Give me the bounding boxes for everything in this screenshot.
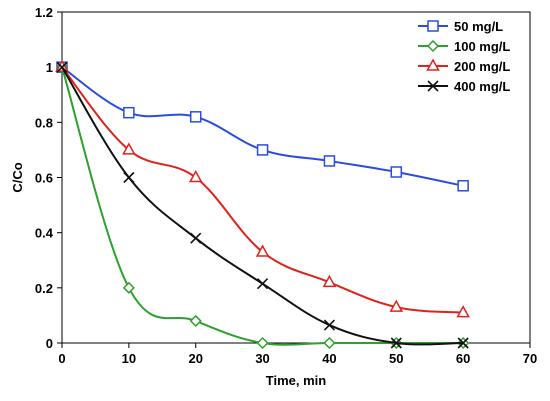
legend-label: 400 mg/L <box>454 79 510 94</box>
x-tick-label: 50 <box>389 351 403 366</box>
data-point-50-mg-l <box>457 180 469 192</box>
data-point-200-mg-l <box>188 169 203 183</box>
data-point-400-mg-l <box>390 337 402 349</box>
legend-label: 100 mg/L <box>454 39 510 54</box>
x-tick-label: 20 <box>188 351 202 366</box>
series-50-mg-l <box>56 61 469 192</box>
x-axis-title: Time, min <box>266 373 327 388</box>
data-point-100-mg-l <box>256 336 269 350</box>
x-tick-label: 0 <box>58 351 65 366</box>
y-tick-label: 0.4 <box>35 226 54 241</box>
data-point-400-mg-l <box>323 319 335 331</box>
legend: 50 mg/L 100 mg/L 200 mg/L 400 mg/L <box>418 19 510 94</box>
data-point-100-mg-l <box>323 336 336 350</box>
data-point-50-mg-l <box>123 106 135 119</box>
data-point-50-mg-l <box>256 144 269 156</box>
y-tick-label: 1.2 <box>35 5 53 20</box>
legend-label: 50 mg/L <box>454 19 503 34</box>
data-point-50-mg-l <box>323 155 336 167</box>
legend-label: 200 mg/L <box>454 59 510 74</box>
x-tick-label: 70 <box>523 351 537 366</box>
y-tick-label: 1 <box>46 60 53 75</box>
y-axis-title: C/Co <box>10 162 25 192</box>
y-tick-label: 0.6 <box>35 171 53 186</box>
x-tick-label: 30 <box>255 351 269 366</box>
legend-item-200-mg-l: 200 mg/L <box>418 58 510 74</box>
legend-marker <box>426 58 440 71</box>
y-axis: 0 0.2 0.4 0.6 0.8 1 1.2 <box>35 5 62 351</box>
data-point-200-mg-l <box>389 299 404 312</box>
series-200-mg-l <box>55 59 470 318</box>
data-point-400-mg-l <box>123 171 135 184</box>
data-point-100-mg-l <box>189 314 202 327</box>
legend-item-400-mg-l: 400 mg/L <box>418 79 510 94</box>
series-100-mg-l <box>55 61 470 350</box>
data-point-400-mg-l <box>457 337 469 349</box>
legend-marker <box>427 80 439 92</box>
data-point-400-mg-l <box>257 278 269 290</box>
data-point-400-mg-l <box>56 61 68 73</box>
legend-marker <box>427 20 439 32</box>
data-point-50-mg-l <box>189 111 202 123</box>
x-tick-label: 40 <box>322 351 336 366</box>
series-layer <box>55 59 470 350</box>
data-point-200-mg-l <box>122 142 136 155</box>
x-tick-label: 10 <box>122 351 136 366</box>
y-tick-label: 0 <box>46 336 53 351</box>
legend-marker <box>426 39 440 53</box>
legend-item-100-mg-l: 100 mg/L <box>418 39 510 54</box>
data-point-100-mg-l <box>122 281 135 294</box>
legend-item-50-mg-l: 50 mg/L <box>418 19 503 34</box>
data-point-200-mg-l <box>322 274 337 288</box>
data-point-200-mg-l <box>255 244 270 257</box>
y-tick-label: 0.2 <box>35 281 53 296</box>
data-point-200-mg-l <box>456 305 470 318</box>
data-point-400-mg-l <box>190 232 202 244</box>
x-tick-label: 60 <box>456 351 470 366</box>
y-tick-label: 0.8 <box>35 115 53 130</box>
x-axis: 0 10 20 30 40 50 60 70 <box>58 343 537 366</box>
data-point-50-mg-l <box>390 166 403 178</box>
series-400-mg-l <box>56 61 469 349</box>
